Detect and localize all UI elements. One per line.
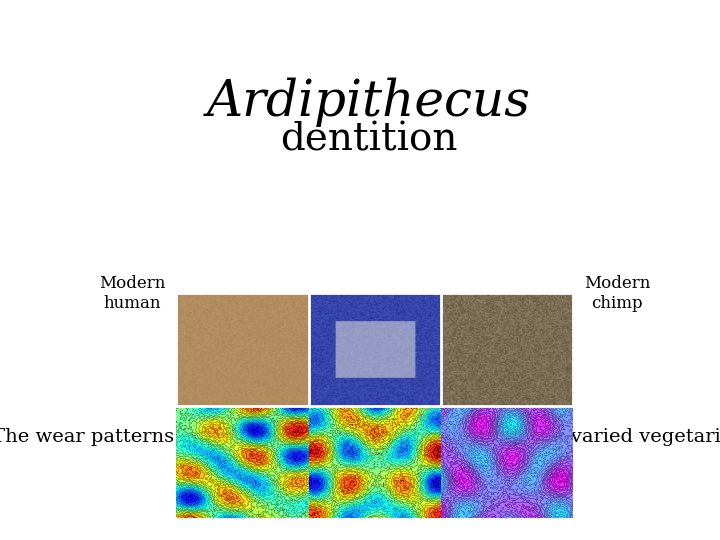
Text: Modern
chimp: Modern chimp: [584, 275, 650, 312]
Text: dentition: dentition: [280, 121, 458, 158]
Text: Ardipithecus: Ardipithecus: [207, 78, 531, 127]
Text: Modern
human: Modern human: [99, 275, 166, 312]
Text: The wear patterns and isotope analysis of teeth suggest a varied vegetarian
diet: The wear patterns and isotope analysis o…: [0, 428, 720, 467]
